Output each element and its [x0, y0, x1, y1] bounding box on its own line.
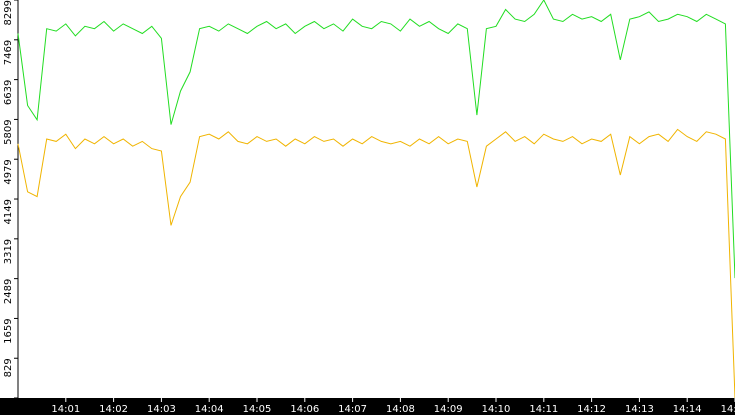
- x-tick-label: 14:11: [529, 404, 558, 415]
- series-line: [17, 0, 735, 279]
- y-tick-label: 6639: [3, 80, 14, 105]
- x-tick-label: 14:14: [673, 404, 702, 415]
- y-tick-label: 0: [3, 398, 14, 404]
- y-tick-label: 829: [3, 358, 14, 377]
- y-tick-label: 3319: [3, 239, 14, 264]
- x-tick-label: 14:10: [482, 404, 511, 415]
- x-tick-label: 14:07: [338, 404, 367, 415]
- y-tick-label: 4979: [3, 159, 14, 184]
- x-tick-label: 14:15: [721, 404, 735, 415]
- y-tick-label: 2489: [3, 279, 14, 304]
- x-tick-label: 14:01: [51, 404, 80, 415]
- series-line: [17, 128, 735, 399]
- x-tick-label: 14:08: [386, 404, 415, 415]
- y-tick-label: 7469: [3, 40, 14, 65]
- y-tick-label: 1659: [3, 318, 14, 343]
- y-tick-label: 8299: [3, 0, 14, 25]
- x-tick-label: 14:12: [577, 404, 606, 415]
- y-tick-label: 5809: [3, 119, 14, 144]
- x-tick-label: 14:02: [99, 404, 128, 415]
- x-tick-label: 14:03: [147, 404, 176, 415]
- x-axis-bar: [0, 398, 735, 415]
- x-tick-label: 14:04: [195, 404, 224, 415]
- x-tick-label: 14:09: [434, 404, 463, 415]
- x-tick-label: 14:05: [243, 404, 272, 415]
- y-tick-label: 4149: [3, 199, 14, 224]
- x-tick-label: 14:06: [290, 404, 319, 415]
- x-tick-label: 14:13: [625, 404, 654, 415]
